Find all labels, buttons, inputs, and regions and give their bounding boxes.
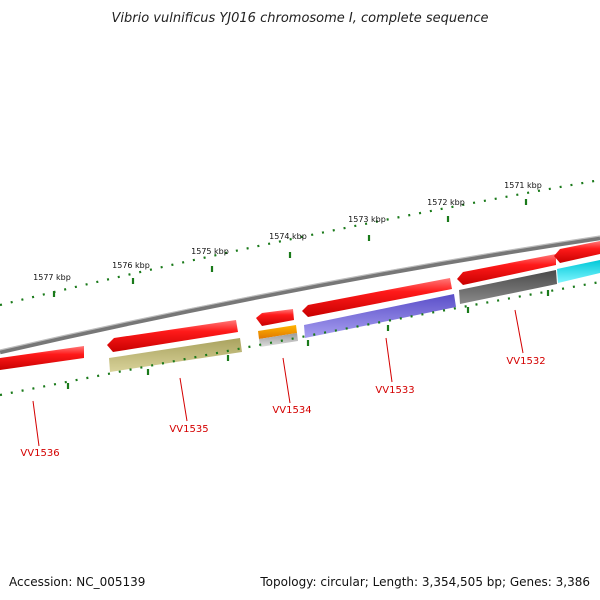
inner-tick-ring: [0, 280, 600, 397]
forward-genes: [0, 241, 600, 370]
gene-label-vv1532: VV1532: [506, 356, 545, 367]
gene-label-vv1536: VV1536: [20, 448, 59, 459]
feature-light-grey: [259, 333, 298, 347]
label-leaders: [32, 309, 524, 447]
feature-orange: [258, 325, 297, 339]
backbone: [0, 235, 600, 355]
inner-major-ticks: [66, 290, 550, 389]
tick-label: 1577 kbp: [33, 273, 71, 282]
gene-labels: VV1536 VV1535 VV1534 VV1533 VV1532: [20, 356, 545, 459]
gene-label-vv1533: VV1533: [375, 385, 414, 396]
gene-label-vv1534: VV1534: [272, 405, 311, 416]
tick-label: 1574 kbp: [269, 232, 307, 241]
feature-lane: [109, 260, 600, 372]
gene-next-arrow: [554, 241, 600, 263]
feature-cyan: [557, 260, 600, 283]
gene-vv1532-arrow: [457, 254, 556, 285]
tick-label: 1575 kbp: [191, 247, 229, 256]
tick-label: 1571 kbp: [504, 181, 542, 190]
accession-text: Accession: NC_005139: [9, 575, 146, 589]
tick-label: 1573 kbp: [348, 215, 386, 224]
gene-vv1536-arrow: [0, 346, 84, 370]
outer-major-ticks: [52, 199, 528, 297]
gene-vv1535-arrow: [107, 320, 238, 352]
tick-labels: 1577 kbp 1576 kbp 1575 kbp 1574 kbp 1573…: [33, 181, 542, 282]
gene-vv1534-arrow: [256, 309, 294, 326]
sequence-summary: Topology: circular; Length: 3,354,505 bp…: [260, 575, 590, 589]
backbone-highlight: [0, 235, 600, 351]
tick-label: 1576 kbp: [112, 261, 150, 270]
feature-dark-grey: [459, 270, 557, 304]
gene-vv1533-arrow: [302, 278, 452, 317]
feature-olive: [109, 338, 242, 372]
feature-purple: [304, 294, 456, 338]
gene-label-vv1535: VV1535: [169, 424, 208, 435]
tick-label: 1572 kbp: [427, 198, 465, 207]
map-title: Vibrio vulnificus YJ016 chromosome I, co…: [111, 11, 488, 26]
